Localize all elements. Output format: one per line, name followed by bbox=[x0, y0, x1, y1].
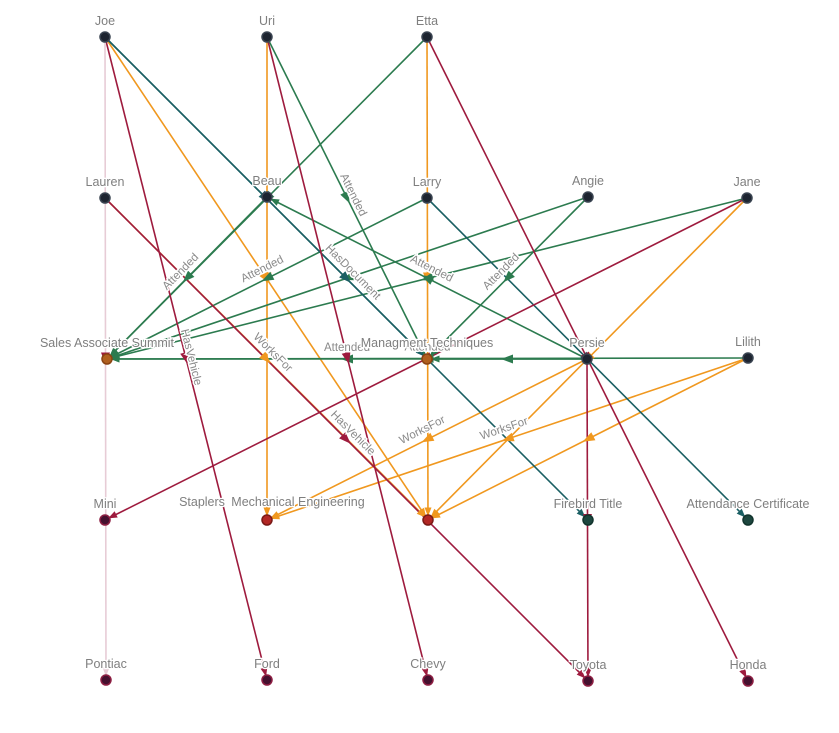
node-attcert[interactable] bbox=[742, 514, 754, 526]
edge-joe-ford-arrowhead-icon bbox=[260, 667, 268, 677]
node-joe[interactable] bbox=[99, 31, 111, 43]
node-label-lilith: Lilith bbox=[735, 335, 761, 349]
node-label-joe: Joe bbox=[95, 14, 115, 28]
edge-lilith-sas-arrowhead-icon bbox=[110, 355, 120, 363]
node-uri[interactable] bbox=[261, 31, 273, 43]
edge-uri-mt-mid-arrow-icon bbox=[340, 190, 350, 204]
node-angie[interactable] bbox=[582, 191, 594, 203]
node-jane[interactable] bbox=[741, 192, 753, 204]
edge-joe-mt-arrowhead-icon bbox=[415, 347, 425, 357]
edge-lauren-mecheng-mid-arrow-icon bbox=[259, 351, 271, 364]
node-label-toyota: Toyota bbox=[570, 658, 607, 672]
edge-etta-sas-arrowhead-icon bbox=[109, 347, 119, 357]
node-label-firebird: Firebird Title bbox=[554, 497, 623, 511]
edge-etta-honda-arrowhead-icon bbox=[739, 668, 747, 678]
edge-persie-toyota-arrowhead-icon bbox=[584, 668, 592, 678]
edge-lilith-mecheng-mid-arrow-icon bbox=[582, 432, 596, 442]
node-staplers[interactable] bbox=[261, 514, 273, 526]
edge-label-lauren-mecheng: WorksFor bbox=[251, 331, 295, 375]
node-pontiac[interactable] bbox=[100, 674, 112, 686]
node-label-uri: Uri bbox=[259, 14, 275, 28]
edge-jane-mecheng-arrowhead-icon bbox=[430, 508, 440, 518]
edge-uri-chevy-mid-arrow-icon bbox=[341, 351, 351, 365]
edge-persie-staplers-mid-arrow-icon bbox=[421, 432, 435, 443]
edge-label-persie-sas: Attended bbox=[324, 342, 370, 354]
edge-label-lilith-sas: Attended bbox=[404, 341, 450, 353]
edge-larry-attcert-arrowhead-icon bbox=[736, 508, 746, 518]
layer-nlabels: Joe Uri Etta Lauren Beau Larry Angie Jane Sales … bbox=[39, 13, 811, 674]
node-mini[interactable] bbox=[99, 514, 111, 526]
node-label-lauren: Lauren bbox=[86, 175, 125, 189]
node-lilith[interactable] bbox=[742, 352, 754, 364]
node-chevy[interactable] bbox=[422, 674, 434, 686]
node-mt[interactable] bbox=[421, 353, 433, 365]
node-persie[interactable] bbox=[581, 353, 593, 365]
node-label-angie: Angie bbox=[572, 174, 604, 188]
node-label-mt: Managment Techniques bbox=[361, 336, 494, 350]
edge-lilith-mecheng-arrowhead-icon bbox=[431, 511, 441, 519]
edge-joe-pontiac-arrowhead-icon bbox=[102, 667, 110, 677]
edge-angie-mt-arrowhead-icon bbox=[429, 347, 439, 357]
edge-joe-firebird-arrowhead-icon bbox=[576, 508, 586, 518]
edge-persie-mt-mid-arrow-icon bbox=[501, 354, 513, 364]
edge-larry-sas-mid-arrow-icon bbox=[261, 271, 275, 282]
edge-lauren-mecheng-arrowhead-icon bbox=[416, 508, 426, 518]
edge-joe-ford-mid-arrow-icon bbox=[180, 351, 189, 365]
node-honda[interactable] bbox=[742, 675, 754, 687]
edge-jane-mini-arrowhead-icon bbox=[108, 511, 118, 519]
node-label-staplers: Staplers bbox=[179, 495, 225, 509]
layer-nodes bbox=[99, 31, 754, 687]
node-label-persie: Persie bbox=[569, 336, 604, 350]
edge-angie-mt-mid-arrow-icon bbox=[503, 270, 515, 283]
node-label-sas: Sales Associate Summit bbox=[40, 336, 175, 350]
edge-lauren-toyota-arrowhead-icon bbox=[576, 669, 586, 679]
node-ford[interactable] bbox=[261, 674, 273, 686]
edge-lilith-staplers-arrowhead-icon bbox=[270, 512, 280, 520]
node-label-larry: Larry bbox=[413, 175, 442, 189]
node-mecheng[interactable] bbox=[422, 514, 434, 526]
node-label-jane: Jane bbox=[733, 175, 760, 189]
node-larry[interactable] bbox=[421, 192, 433, 204]
node-label-etta: Etta bbox=[416, 14, 438, 28]
edge-etta-mecheng-arrowhead-icon bbox=[424, 507, 432, 517]
node-label-chevy: Chevy bbox=[410, 657, 446, 671]
node-label-pontiac: Pontiac bbox=[85, 657, 127, 671]
edge-label-beau-sas: Attended bbox=[160, 251, 201, 292]
node-label-mini: Mini bbox=[94, 497, 117, 511]
node-label-attcert: Attendance Certificate bbox=[687, 497, 810, 511]
edge-uri-staplers-arrowhead-icon bbox=[263, 507, 271, 517]
edge-persie-beau-arrowhead-icon bbox=[270, 198, 280, 206]
edge-joe-firebird-mid-arrow-icon bbox=[339, 271, 351, 283]
edge-persie-mt-arrowhead-icon bbox=[430, 355, 440, 363]
node-lauren[interactable] bbox=[99, 192, 111, 204]
edge-beau-sas-mid-arrow-icon bbox=[182, 270, 195, 283]
edge-persie-beau-mid-arrow-icon bbox=[421, 275, 435, 285]
node-label-ford: Ford bbox=[254, 657, 280, 671]
node-sas[interactable] bbox=[101, 353, 113, 365]
node-label-beau: Beau bbox=[252, 174, 281, 188]
node-beau[interactable] bbox=[261, 191, 273, 203]
node-toyota[interactable] bbox=[582, 675, 594, 687]
node-label-mecheng: Mechanical Engineering bbox=[231, 495, 364, 509]
node-label-honda: Honda bbox=[730, 658, 767, 672]
edge-uri-chevy-arrowhead-icon bbox=[421, 667, 429, 677]
node-etta[interactable] bbox=[421, 31, 433, 43]
edge-lauren-toyota-mid-arrow-icon bbox=[339, 432, 351, 444]
edge-label-joe-ford: HasVehicle bbox=[178, 328, 204, 387]
node-firebird[interactable] bbox=[582, 514, 594, 526]
edge-lilith-staplers-mid-arrow-icon bbox=[501, 432, 515, 442]
